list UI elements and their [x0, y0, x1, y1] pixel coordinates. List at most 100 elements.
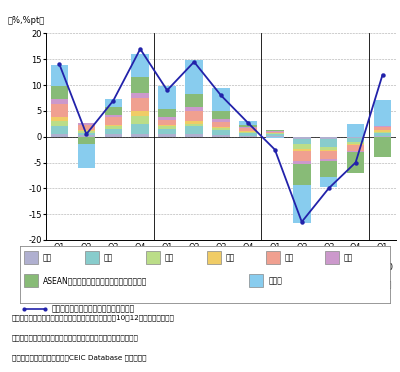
Bar: [250, 275, 264, 287]
Bar: [212, 130, 230, 135]
Bar: [293, 185, 310, 224]
Bar: [293, 164, 310, 185]
Bar: [347, 138, 364, 142]
Bar: [51, 117, 68, 121]
Bar: [158, 134, 176, 137]
Bar: [78, 131, 95, 132]
Bar: [347, 151, 364, 152]
Bar: [212, 88, 230, 112]
Bar: [239, 125, 257, 128]
Bar: [374, 132, 391, 133]
Bar: [132, 98, 149, 111]
Bar: [266, 131, 284, 132]
Bar: [239, 128, 257, 131]
Bar: [320, 147, 338, 150]
Bar: [266, 251, 280, 264]
Bar: [132, 124, 149, 134]
Bar: [78, 137, 95, 144]
Text: 2017: 2017: [89, 263, 110, 272]
Bar: [320, 177, 338, 187]
Bar: [132, 54, 149, 77]
Bar: [374, 137, 391, 157]
Text: （%,%pt）: （%,%pt）: [8, 16, 45, 25]
Bar: [293, 139, 310, 144]
Text: 日本: 日本: [42, 254, 52, 263]
Bar: [104, 99, 122, 107]
Text: 2018: 2018: [197, 263, 218, 272]
Bar: [325, 251, 339, 264]
Bar: [185, 124, 203, 126]
Bar: [24, 251, 38, 264]
Bar: [347, 124, 364, 137]
Bar: [207, 251, 221, 264]
Bar: [374, 136, 391, 137]
Bar: [185, 94, 203, 107]
Bar: [266, 130, 284, 131]
Bar: [132, 116, 149, 124]
Bar: [51, 134, 68, 137]
Bar: [347, 137, 364, 138]
Bar: [158, 117, 176, 120]
Bar: [320, 150, 338, 151]
Bar: [374, 100, 391, 126]
Bar: [132, 77, 149, 93]
Bar: [104, 134, 122, 137]
Bar: [293, 148, 310, 151]
Bar: [146, 251, 160, 264]
Bar: [132, 93, 149, 98]
Text: 輸出（石油・再輸出を除く）前年同期比: 輸出（石油・再輸出を除く）前年同期比: [52, 304, 135, 313]
Bar: [374, 133, 391, 136]
Bar: [51, 86, 68, 99]
Bar: [185, 134, 203, 137]
Bar: [266, 134, 284, 136]
Bar: [320, 161, 338, 177]
Bar: [185, 60, 203, 94]
Text: 備考：３か月ごと（１～３月、４～６月、７～９月、10～12月）にデータを合: 備考：３か月ごと（１～３月、４～６月、７～９月、10～12月）にデータを合: [12, 314, 175, 321]
Bar: [347, 145, 364, 151]
Bar: [293, 161, 310, 164]
Bar: [320, 137, 338, 139]
Bar: [374, 128, 391, 130]
Bar: [374, 130, 391, 132]
Bar: [266, 133, 284, 134]
Bar: [185, 107, 203, 111]
Bar: [212, 119, 230, 122]
Bar: [158, 86, 176, 109]
Bar: [347, 142, 364, 144]
Bar: [78, 144, 95, 168]
Bar: [293, 137, 310, 139]
Bar: [320, 159, 338, 161]
Text: 算し、輸出の前年同期比と各国・地域の寄与度を求めた。: 算し、輸出の前年同期比と各国・地域の寄与度を求めた。: [12, 334, 139, 341]
Bar: [158, 126, 176, 129]
Bar: [239, 132, 257, 133]
Bar: [239, 133, 257, 136]
Bar: [320, 139, 338, 147]
Bar: [104, 125, 122, 126]
Bar: [266, 132, 284, 133]
Bar: [104, 117, 122, 125]
Bar: [24, 275, 38, 287]
Bar: [158, 125, 176, 126]
Bar: [212, 128, 230, 130]
Bar: [158, 109, 176, 117]
Bar: [85, 251, 99, 264]
Bar: [51, 99, 68, 104]
Text: 台湾: 台湾: [226, 254, 235, 263]
Bar: [78, 135, 95, 137]
Text: 米国: 米国: [344, 254, 353, 263]
Bar: [239, 121, 257, 125]
Bar: [293, 151, 310, 161]
Bar: [347, 152, 364, 173]
Bar: [185, 126, 203, 134]
Bar: [78, 132, 95, 135]
Bar: [104, 107, 122, 115]
Text: 資料：シンガポール企業庁、CEIC Database から作成。: 資料：シンガポール企業庁、CEIC Database から作成。: [12, 355, 146, 361]
Bar: [212, 122, 230, 127]
Text: 香港: 香港: [104, 254, 113, 263]
Bar: [78, 130, 95, 131]
Bar: [104, 129, 122, 134]
Bar: [51, 126, 68, 134]
Bar: [158, 120, 176, 125]
Bar: [320, 151, 338, 159]
Bar: [78, 125, 95, 130]
